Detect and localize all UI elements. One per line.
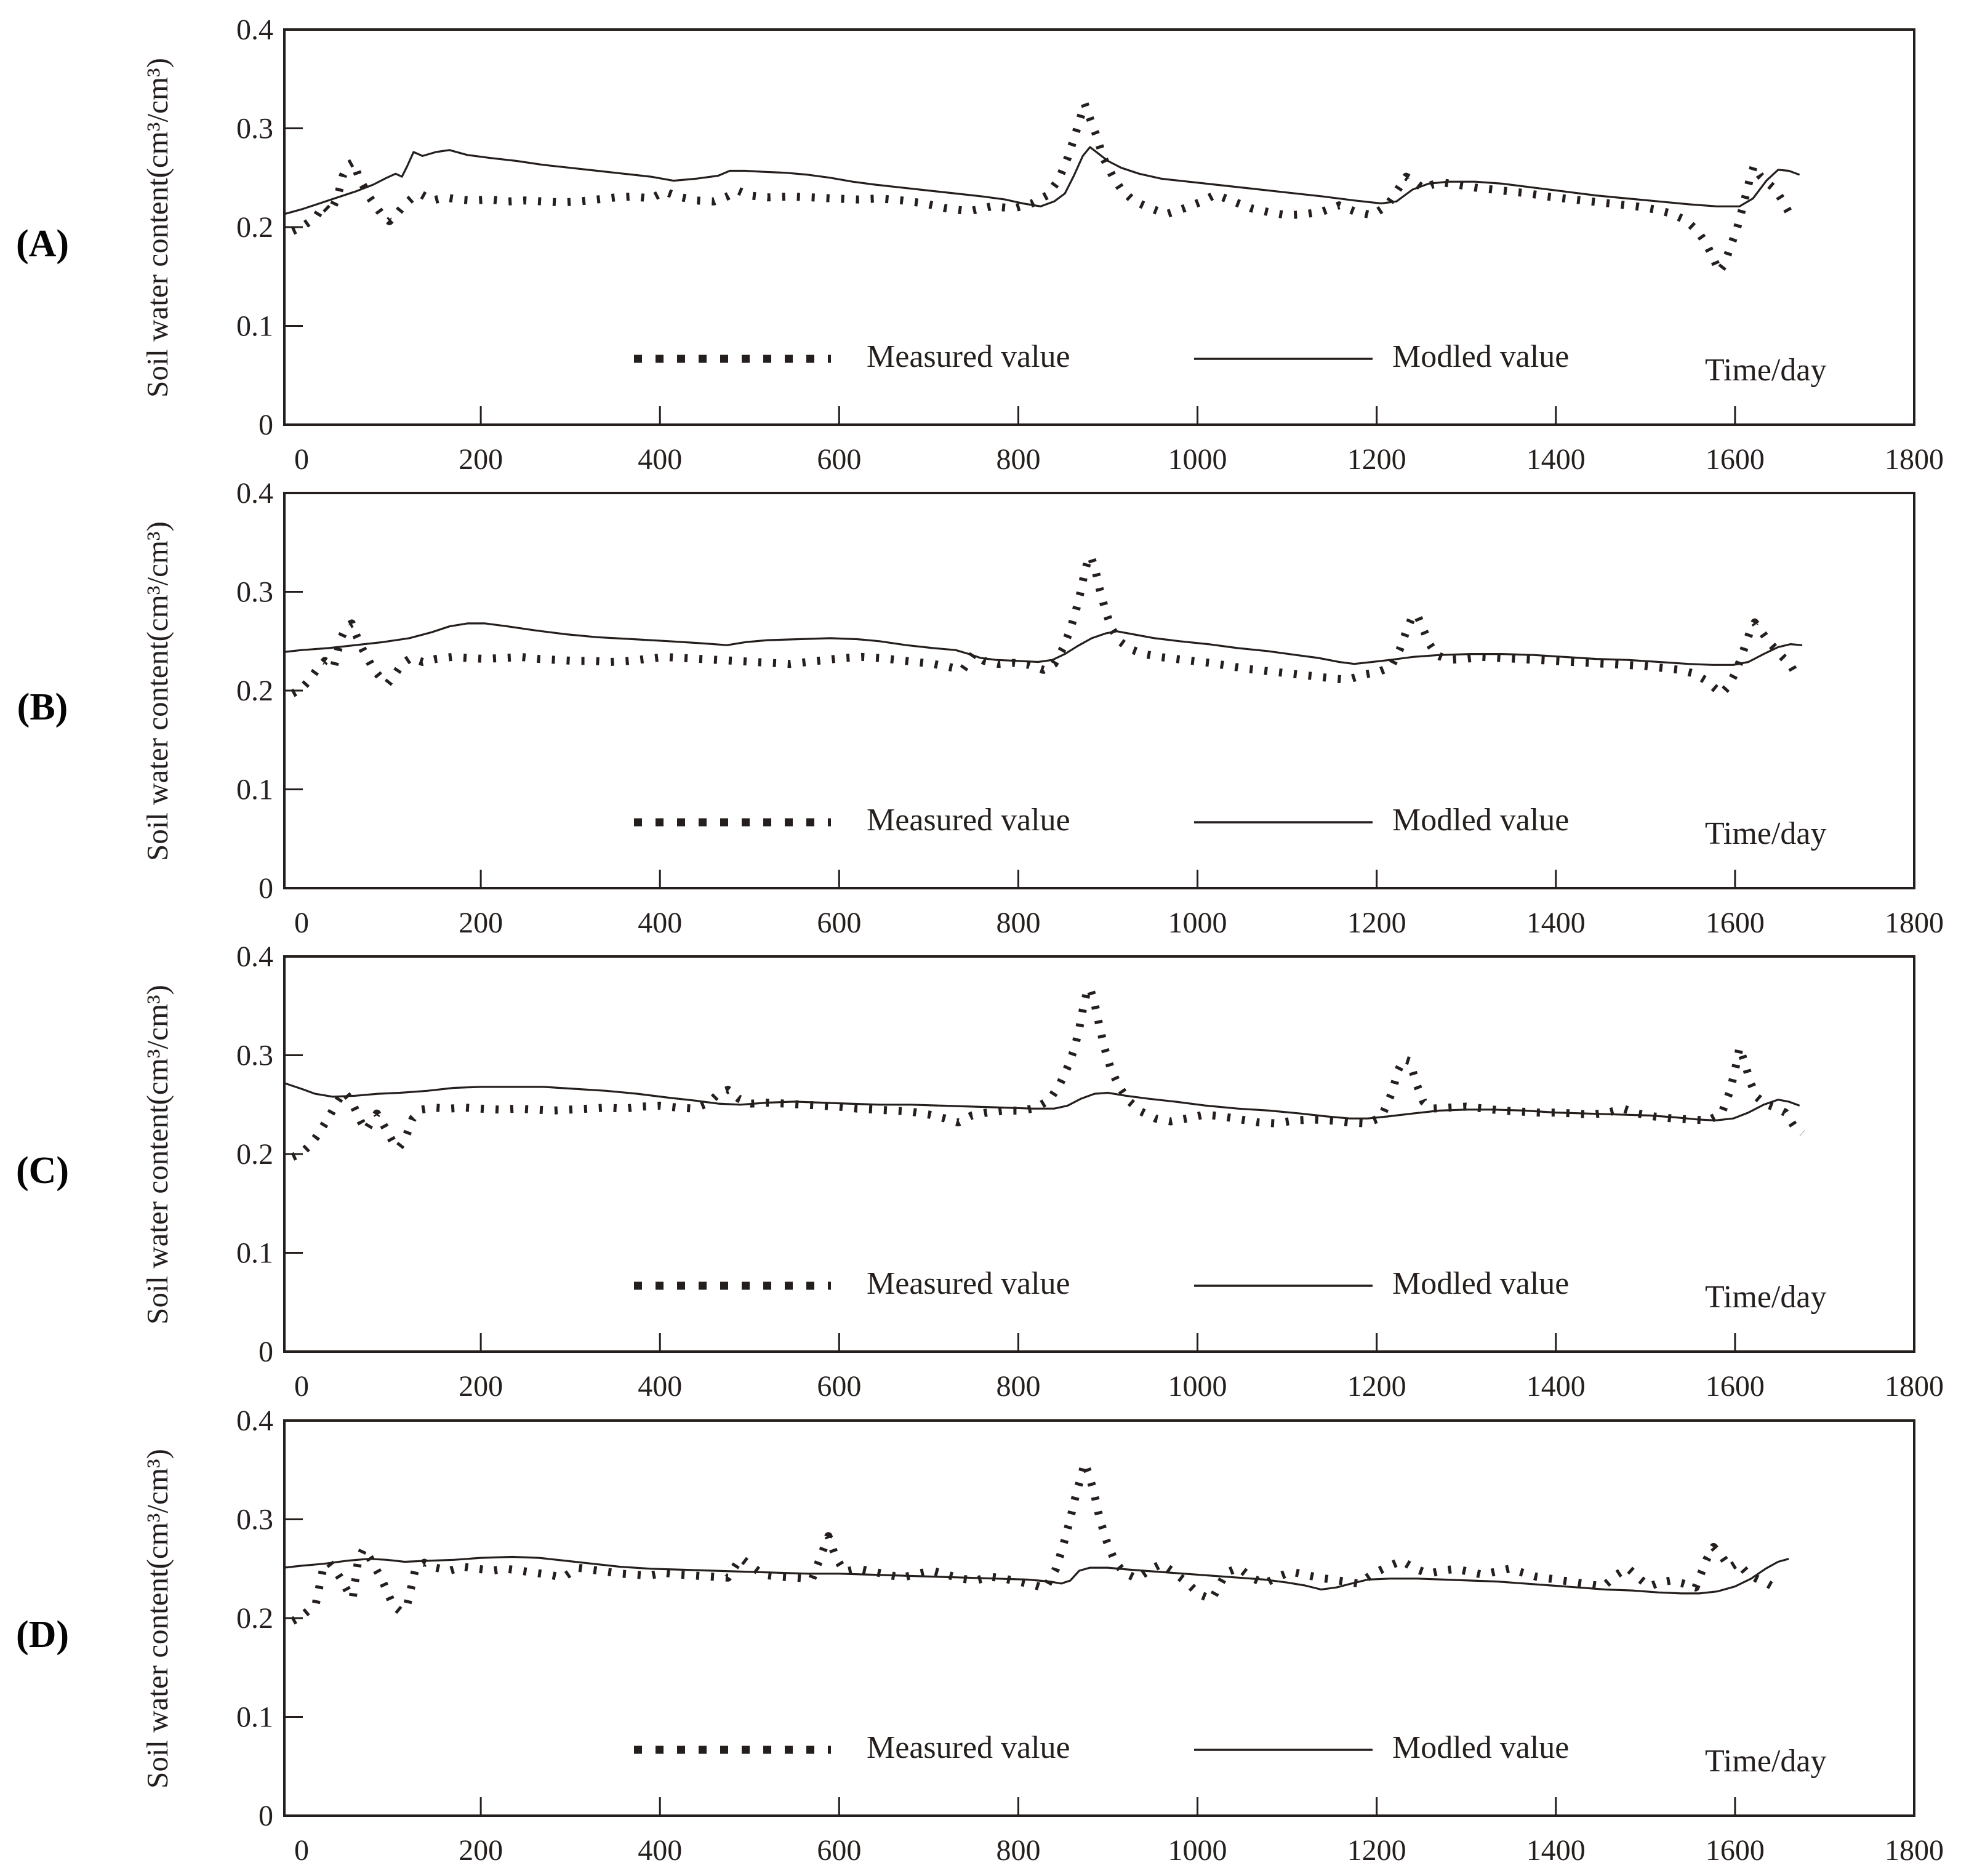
x-tick-label: 1000	[1168, 443, 1227, 476]
x-tick-label: 1000	[1168, 1370, 1227, 1403]
y-axis-title-b: Soil water content(cm³/cm³)	[140, 521, 174, 861]
x-tick-label: 1600	[1706, 907, 1765, 939]
measured-series	[291, 552, 1802, 698]
legend-measured-label-a: Measured value	[867, 339, 1070, 374]
x-tick-label: 1600	[1706, 443, 1765, 476]
y-tick-label: 0.2	[236, 1138, 273, 1171]
x-tick-label: 1400	[1526, 1834, 1586, 1867]
legend-modled-label-b: Modled value	[1392, 803, 1570, 838]
legend-modled-label-c: Modled value	[1392, 1266, 1570, 1301]
y-tick-label: 0.4	[236, 477, 273, 510]
x-axis-title-a: Time/day	[1705, 353, 1827, 388]
legend-modled-label-d: Modled value	[1392, 1730, 1570, 1765]
modeled-series	[283, 1081, 1800, 1122]
x-tick-label: 1800	[1885, 907, 1944, 939]
x-tick-label: 0	[294, 1834, 309, 1867]
y-tick-label: 0.1	[236, 1237, 273, 1270]
x-tick-label: 1200	[1347, 443, 1406, 476]
y-tick-label: 0.3	[236, 576, 273, 609]
x-tick-label: 1200	[1347, 1834, 1406, 1867]
y-tick-label: 0.3	[236, 1040, 273, 1072]
panel-label-c: (C)	[15, 1150, 70, 1192]
x-tick-label: 0	[294, 907, 309, 939]
y-axis-title-a: Soil water content(cm³/cm³)	[140, 58, 174, 398]
x-tick-label: 800	[996, 443, 1040, 476]
x-tick-label: 0	[294, 443, 309, 476]
y-tick-label: 0.1	[236, 1701, 273, 1734]
y-tick-label: 0.4	[236, 14, 273, 46]
modeled-series	[283, 622, 1803, 666]
y-tick-label: 0.2	[236, 1602, 273, 1635]
panel-label-a: (A)	[15, 223, 70, 265]
x-tick-label: 400	[638, 443, 682, 476]
x-tick-label: 1800	[1885, 1834, 1944, 1867]
y-tick-label: 0.2	[236, 211, 273, 244]
x-tick-label: 1200	[1347, 907, 1406, 939]
y-tick-label: 0.3	[236, 113, 273, 145]
x-tick-label: 1600	[1706, 1834, 1765, 1867]
x-axis-title-d: Time/day	[1705, 1744, 1827, 1779]
x-tick-label: 200	[459, 907, 503, 939]
measured-series	[291, 99, 1799, 276]
y-tick-label: 0.1	[236, 774, 273, 806]
y-axis-title-c: Soil water content(cm³/cm³)	[140, 985, 174, 1325]
x-tick-label: 800	[996, 1370, 1040, 1403]
legend-measured-label-d: Measured value	[867, 1730, 1070, 1765]
x-tick-label: 200	[459, 1834, 503, 1867]
x-tick-label: 1000	[1168, 907, 1227, 939]
x-tick-label: 800	[996, 907, 1040, 939]
x-tick-label: 1400	[1526, 907, 1586, 939]
modeled-series	[283, 146, 1800, 215]
x-tick-label: 400	[638, 1834, 682, 1867]
x-tick-label: 1400	[1526, 1370, 1586, 1403]
x-tick-label: 1800	[1885, 1370, 1944, 1403]
legend-measured-label-b: Measured value	[867, 803, 1070, 838]
legend-modled-label-a: Modled value	[1392, 339, 1570, 374]
measured-series	[291, 984, 1805, 1161]
plot-box	[283, 1419, 1915, 1817]
panel-label-d: (D)	[15, 1614, 70, 1656]
plot-box	[283, 492, 1915, 889]
y-tick-label: 0.2	[236, 675, 273, 707]
y-tick-label: 0.3	[236, 1504, 273, 1536]
x-axis-title-c: Time/day	[1705, 1280, 1827, 1315]
y-tick-label: 0.4	[236, 940, 273, 973]
x-tick-label: 400	[638, 907, 682, 939]
y-tick-label: 0	[259, 1336, 273, 1368]
x-axis-title-b: Time/day	[1705, 816, 1827, 851]
measured-series	[291, 1459, 1780, 1625]
y-tick-label: 0	[259, 409, 273, 441]
x-tick-label: 600	[817, 443, 861, 476]
x-tick-label: 1400	[1526, 443, 1586, 476]
x-tick-label: 1200	[1347, 1370, 1406, 1403]
x-tick-label: 200	[459, 443, 503, 476]
y-tick-label: 0.4	[236, 1405, 273, 1437]
x-tick-label: 200	[459, 1370, 503, 1403]
legend-measured-label-c: Measured value	[867, 1266, 1070, 1301]
x-tick-label: 1600	[1706, 1370, 1765, 1403]
panel-label-b: (B)	[17, 686, 68, 728]
y-tick-label: 0.1	[236, 310, 273, 343]
x-tick-label: 1800	[1885, 443, 1944, 476]
x-tick-label: 800	[996, 1834, 1040, 1867]
y-tick-label: 0	[259, 872, 273, 905]
x-tick-label: 600	[817, 907, 861, 939]
modeled-series	[283, 1555, 1789, 1595]
x-tick-label: 400	[638, 1370, 682, 1403]
x-tick-label: 600	[817, 1834, 861, 1867]
plot-box	[283, 955, 1915, 1353]
y-tick-label: 0	[259, 1800, 273, 1832]
plot-box	[283, 28, 1915, 426]
x-tick-label: 600	[817, 1370, 861, 1403]
y-axis-title-d: Soil water content(cm³/cm³)	[140, 1449, 174, 1789]
x-tick-label: 1000	[1168, 1834, 1227, 1867]
x-tick-label: 0	[294, 1370, 309, 1403]
